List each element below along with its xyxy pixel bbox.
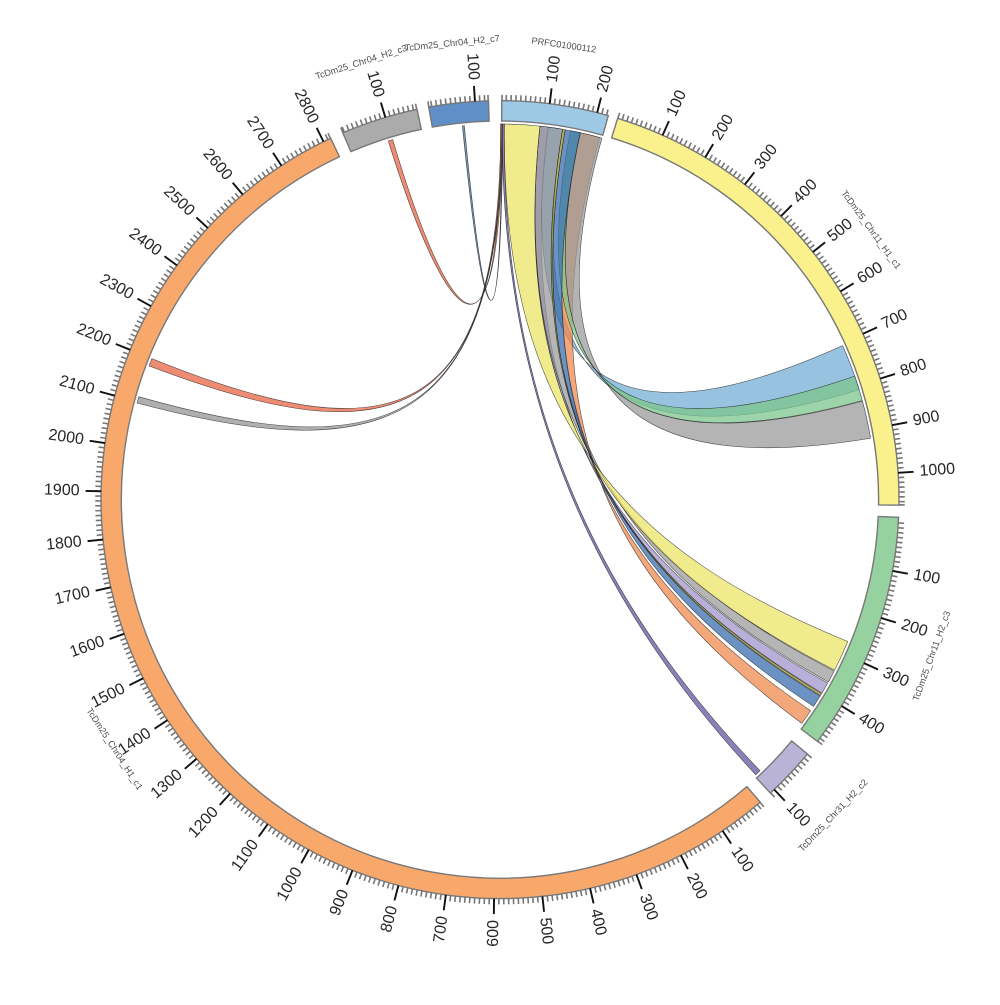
svg-text:1900: 1900 bbox=[44, 482, 80, 500]
svg-text:1000: 1000 bbox=[919, 460, 956, 479]
svg-text:500: 500 bbox=[536, 917, 556, 945]
svg-text:1800: 1800 bbox=[45, 533, 82, 553]
svg-text:600: 600 bbox=[485, 920, 502, 947]
svg-text:100: 100 bbox=[544, 55, 564, 84]
svg-text:700: 700 bbox=[431, 915, 451, 944]
svg-text:100: 100 bbox=[463, 53, 482, 81]
